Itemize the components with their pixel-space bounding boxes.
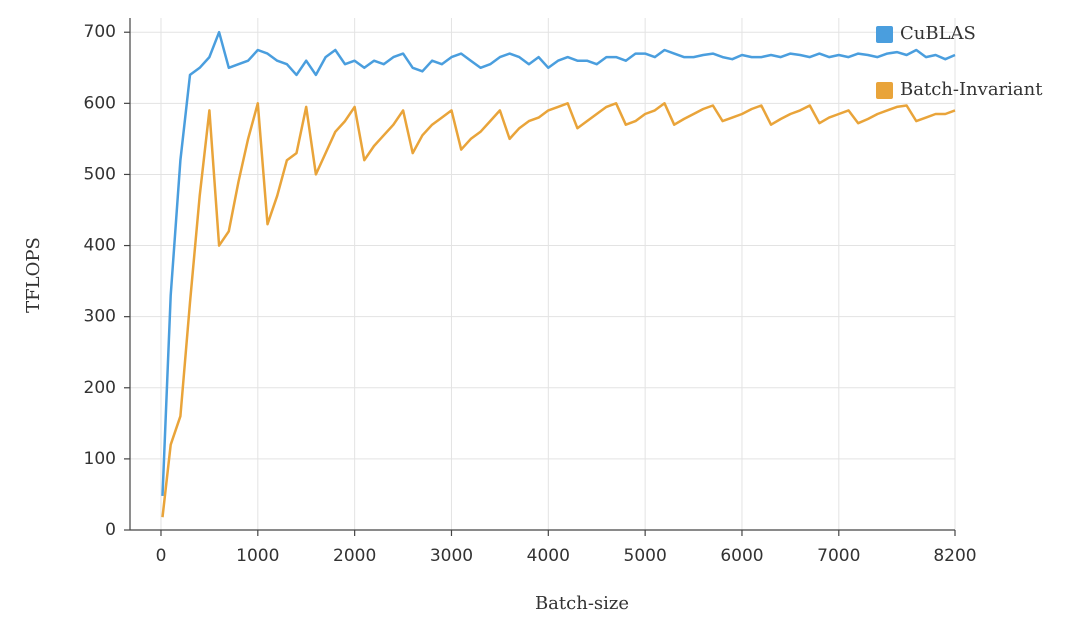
- y-axis-title: TFLOPS: [23, 237, 44, 313]
- y-tick-label: 300: [84, 307, 116, 327]
- y-tick-label: 0: [105, 520, 116, 540]
- x-axis-title: Batch-size: [535, 593, 629, 614]
- y-tick-label: 500: [84, 164, 116, 184]
- legend-swatch: [876, 82, 893, 99]
- x-tick-label: 6000: [720, 546, 763, 566]
- legend-swatch: [876, 26, 893, 43]
- x-tick-label: 7000: [817, 546, 860, 566]
- x-tick-label: 1000: [236, 546, 279, 566]
- x-tick-label: 2000: [333, 546, 376, 566]
- x-tick-label: 8200: [933, 546, 976, 566]
- y-tick-label: 600: [84, 93, 116, 113]
- legend-label: Batch-Invariant: [900, 79, 1043, 100]
- x-tick-label: 5000: [624, 546, 667, 566]
- legend-label: CuBLAS: [900, 23, 976, 44]
- y-tick-label: 700: [84, 22, 116, 42]
- series-line: [161, 30, 956, 496]
- y-tick-label: 200: [84, 378, 116, 398]
- x-tick-label: 4000: [527, 546, 570, 566]
- x-tick-label: 0: [156, 546, 167, 566]
- y-tick-label: 100: [84, 449, 116, 469]
- series-line: [161, 102, 956, 518]
- y-tick-label: 400: [84, 236, 116, 256]
- x-tick-label: 3000: [430, 546, 473, 566]
